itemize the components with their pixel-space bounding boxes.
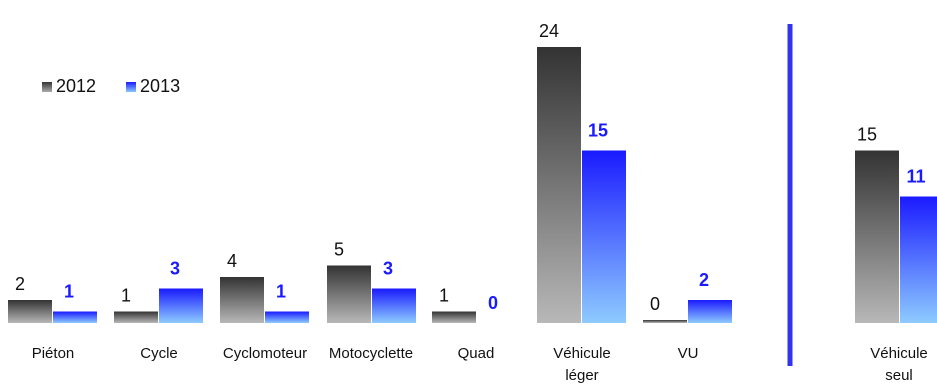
bar-2013-vehicule-seul xyxy=(900,196,937,323)
data-label-2013-cyclomoteur: 1 xyxy=(276,282,286,302)
legend-item-2012: 2012 xyxy=(42,76,96,97)
bar-2012-cycle xyxy=(114,311,158,323)
category-label-cycle: Cycle xyxy=(140,345,178,362)
category-label-motocyclette: Motocyclette xyxy=(329,345,413,362)
bar-2013-vehicule-leger xyxy=(582,150,626,323)
data-label-2012-vu: 0 xyxy=(650,294,660,314)
data-label-2012-motocyclette: 5 xyxy=(334,240,344,260)
legend: 2012 2013 xyxy=(42,76,180,97)
legend-label-2013: 2013 xyxy=(140,76,181,96)
legend-swatch-2013 xyxy=(126,81,137,92)
category-label-quad: Quad xyxy=(458,345,495,362)
category-label-pieton: Piéton xyxy=(32,345,75,362)
bar-2012-pieton xyxy=(8,300,52,323)
bar-2012-vu xyxy=(643,320,687,323)
bar-2013-cyclomoteur xyxy=(265,311,309,323)
data-label-2013-motocyclette: 3 xyxy=(383,259,393,279)
bar-2012-motocyclette xyxy=(327,265,371,323)
category-label-vehicule-seul: Véhicule seul xyxy=(870,345,928,384)
legend-item-2013: 2013 xyxy=(126,76,180,97)
data-label-2012-quad: 1 xyxy=(439,286,449,306)
bar-2013-cycle xyxy=(159,288,203,323)
bar-2013-motocyclette xyxy=(372,288,416,323)
data-label-2013-quad: 0 xyxy=(488,293,498,313)
data-label-2013-cycle: 3 xyxy=(170,259,180,279)
bar-2013-pieton xyxy=(53,311,97,323)
data-label-2013-vehicule-leger: 15 xyxy=(588,121,608,141)
category-label-vehicule-leger: Véhicule léger xyxy=(553,345,611,384)
data-label-2012-vehicule-seul: 15 xyxy=(857,125,877,145)
data-label-2013-vu: 2 xyxy=(699,270,709,290)
bar-2012-vehicule-seul xyxy=(855,150,899,323)
data-label-2012-cycle: 1 xyxy=(121,286,131,306)
data-label-2012-cyclomoteur: 4 xyxy=(227,251,237,271)
bar-2012-quad xyxy=(432,311,476,323)
category-label-vu: VU xyxy=(678,345,699,362)
data-label-2013-pieton: 1 xyxy=(64,282,74,302)
category-label-cyclomoteur: Cyclomoteur xyxy=(223,345,307,362)
bar-2013-vu xyxy=(688,300,732,323)
data-label-2012-pieton: 2 xyxy=(15,274,25,294)
legend-label-2012: 2012 xyxy=(56,76,97,96)
legend-swatch-2012 xyxy=(42,81,52,92)
data-label-2013-vehicule-seul: 11 xyxy=(906,167,925,187)
bar-2012-vehicule-leger xyxy=(537,47,581,323)
data-label-2012-vehicule-leger: 24 xyxy=(539,21,559,41)
bar-2012-cyclomoteur xyxy=(220,277,264,323)
